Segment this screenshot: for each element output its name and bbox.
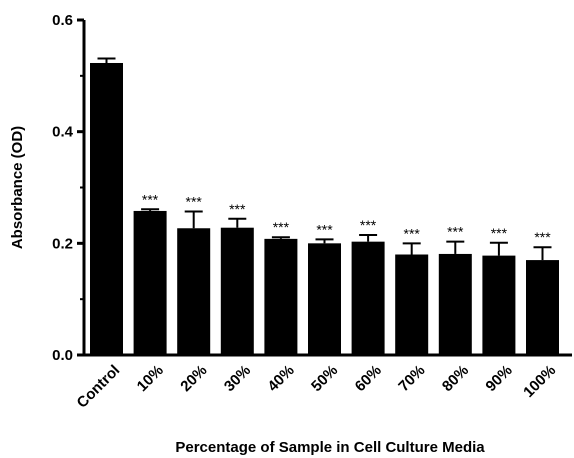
x-tick-label: 10% — [134, 362, 167, 395]
category-labels: Control 10% 20% 30% 40% 50% 60% 70% 80% 90% 100% — [74, 362, 560, 412]
significance-label: *** — [229, 201, 246, 217]
significance-label: *** — [404, 225, 421, 241]
bar — [133, 210, 167, 355]
y-tick-label: 0.0 — [52, 347, 73, 364]
significance-label: *** — [273, 219, 290, 235]
significance-label: *** — [491, 225, 508, 241]
bar — [308, 243, 341, 355]
x-tick-label: 100% — [520, 362, 559, 401]
significance-label: *** — [534, 229, 551, 245]
bar — [351, 241, 385, 355]
bars — [90, 62, 559, 355]
x-tick-label: Control — [74, 362, 124, 412]
x-tick-label: 30% — [221, 362, 254, 395]
bar — [395, 254, 429, 355]
bar — [526, 260, 559, 355]
significance-label: *** — [316, 221, 333, 237]
bar — [220, 227, 254, 355]
bar — [482, 255, 516, 355]
bar — [90, 62, 123, 355]
y-tick-label: 0.2 — [52, 235, 73, 252]
x-tick-label: 20% — [177, 362, 210, 395]
x-tick-label: 80% — [439, 362, 472, 395]
significance-label: *** — [360, 217, 377, 233]
bar — [264, 238, 298, 355]
bar — [438, 253, 472, 355]
significance-label: *** — [142, 191, 159, 207]
x-axis-title: Percentage of Sample in Cell Culture Med… — [175, 439, 485, 456]
y-tick-label: 0.4 — [52, 124, 74, 141]
error-bars — [97, 57, 552, 261]
bar — [177, 228, 211, 355]
x-tick-label: 70% — [395, 362, 428, 395]
y-axis: 0.0 0.2 0.4 0.6 — [52, 12, 86, 364]
x-tick-label: 90% — [482, 362, 515, 395]
significance-labels: *** *** *** *** *** *** *** *** *** *** — [142, 191, 551, 245]
y-axis-title: Absorbance (OD) — [9, 126, 26, 249]
significance-label: *** — [447, 224, 464, 240]
y-tick-label: 0.6 — [52, 12, 73, 29]
x-tick-label: 50% — [308, 362, 341, 395]
x-tick-label: 60% — [352, 362, 385, 395]
significance-label: *** — [186, 194, 203, 210]
x-tick-label: 40% — [264, 362, 297, 395]
